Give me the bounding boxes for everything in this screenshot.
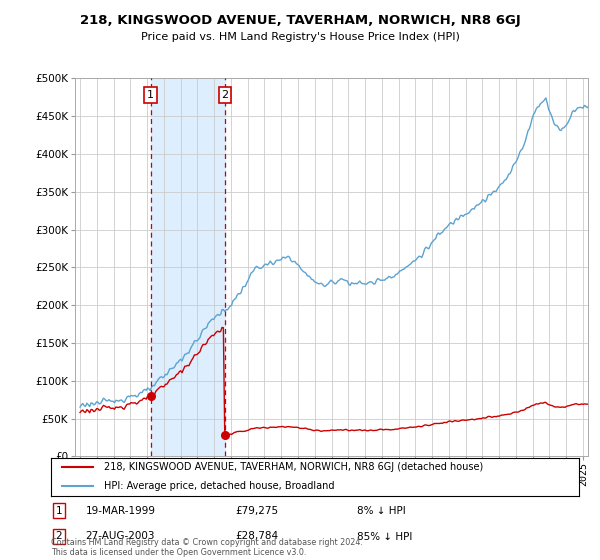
Text: 85% ↓ HPI: 85% ↓ HPI <box>357 531 413 542</box>
Text: 218, KINGSWOOD AVENUE, TAVERHAM, NORWICH, NR8 6GJ (detached house): 218, KINGSWOOD AVENUE, TAVERHAM, NORWICH… <box>104 462 483 472</box>
Text: 2: 2 <box>56 531 62 542</box>
Text: HPI: Average price, detached house, Broadland: HPI: Average price, detached house, Broa… <box>104 481 334 491</box>
Text: 27-AUG-2003: 27-AUG-2003 <box>85 531 155 542</box>
Text: Price paid vs. HM Land Registry's House Price Index (HPI): Price paid vs. HM Land Registry's House … <box>140 32 460 43</box>
Text: Contains HM Land Registry data © Crown copyright and database right 2024.
This d: Contains HM Land Registry data © Crown c… <box>51 538 363 557</box>
Text: 2: 2 <box>221 90 229 100</box>
Text: 1: 1 <box>147 90 154 100</box>
Text: 19-MAR-1999: 19-MAR-1999 <box>85 506 155 516</box>
Text: 218, KINGSWOOD AVENUE, TAVERHAM, NORWICH, NR8 6GJ: 218, KINGSWOOD AVENUE, TAVERHAM, NORWICH… <box>80 14 520 27</box>
Text: 1: 1 <box>56 506 62 516</box>
Bar <box>151 78 225 456</box>
Text: 8% ↓ HPI: 8% ↓ HPI <box>357 506 406 516</box>
Text: £79,275: £79,275 <box>236 506 279 516</box>
Text: £28,784: £28,784 <box>236 531 279 542</box>
